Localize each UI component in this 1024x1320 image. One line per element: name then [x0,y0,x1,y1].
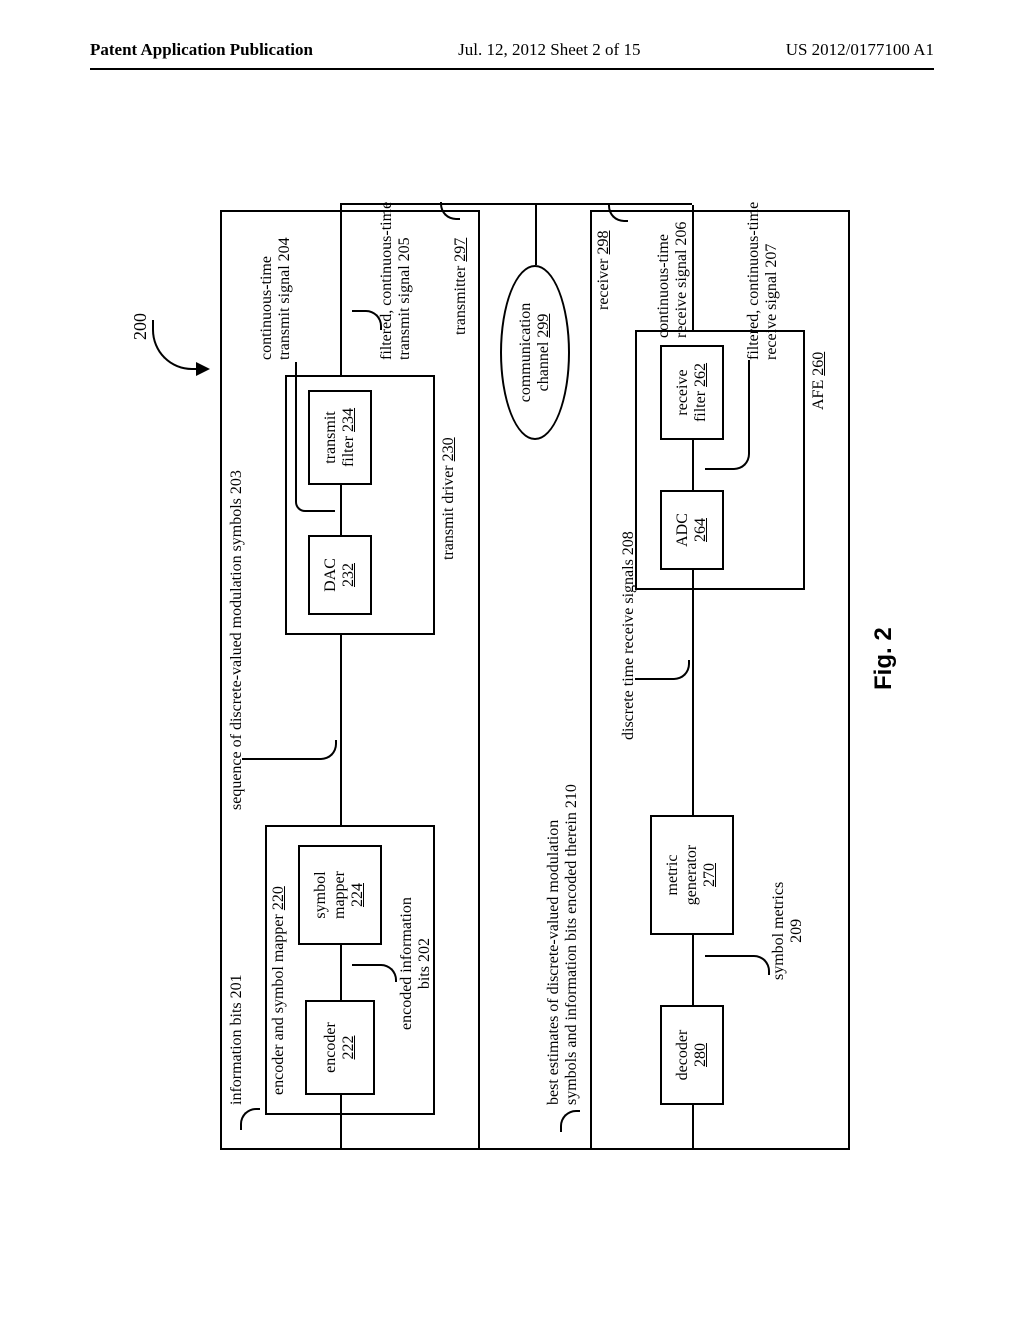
wire-tx-out [340,205,342,375]
wire-decoder-out [692,1105,694,1150]
label-filt-cont-rx: filtered, continuous-time receive signal… [745,202,782,360]
header-left: Patent Application Publication [90,40,313,60]
decoder-box: decoder280 [660,1005,724,1105]
ref-cont-tx [295,362,335,512]
wire-input-v [340,1148,600,1150]
wire-to-oval [535,205,537,265]
label-symbol-metrics: symbol metrics 209 [770,882,807,980]
label-best-estimates: best estimates of discrete-valued modula… [545,784,582,1105]
wire-metric-to-decoder [692,935,694,1005]
label-info-bits: information bits 201 [228,974,246,1105]
wire-rx-in-v [640,203,692,205]
ref-seq-symbols [242,740,337,760]
figure-caption: Fig. 2 [870,627,898,690]
encoder-box: encoder222 [305,1000,375,1095]
ref-200-arrowhead [196,362,210,376]
wire-adc-out [692,570,694,815]
channel-oval: communicationchannel 299 [500,265,570,440]
header-center: Jul. 12, 2012 Sheet 2 of 15 [458,40,640,60]
label-cont-rx: continuous-time receive signal 206 [655,222,692,338]
header-right: US 2012/0177100 A1 [786,40,934,60]
ref-200-curve [152,320,202,370]
symbol-mapper-box: symbolmapper224 [298,845,382,945]
ref-best-estimates [560,1110,580,1132]
wire-enc-to-mapper [340,945,342,1000]
wire-dac-to-filter [340,485,342,535]
wire-input [340,1095,342,1150]
label-filt-cont-tx: filtered, continuous-time transmit signa… [378,202,415,360]
metric-generator-box: metricgenerator270 [650,815,734,935]
wire-rx-in [692,205,694,330]
label-discrete-rx: discrete time receive signals 208 [620,531,638,740]
wire-filter-to-adc [692,440,694,490]
label-cont-tx: continuous-time transmit signal 204 [258,237,295,360]
ref-discrete-rx [635,660,690,680]
adc-box: ADC264 [660,490,724,570]
dac-box: DAC232 [308,535,372,615]
label-transmit-driver: transmit driver 230 [440,437,458,560]
receiver-title: receiver 298 [595,230,613,310]
header-rule [90,68,934,70]
wire-output-v [600,1148,692,1150]
ref-200: 200 [130,313,151,340]
label-encoded-bits: encoded information bits 202 [398,897,435,1030]
wire-mapper-to-dac [340,635,342,825]
ref-encoded-bits [352,964,397,982]
ref-symbol-metrics [705,955,770,975]
transmitter-title: transmitter 297 [452,238,470,335]
wire-channel [340,203,640,205]
label-afe: AFE 260 [810,352,828,410]
figure-2: 200 transmitter 297 information bits 201… [15,275,1015,1045]
label-enc-sym-mapper: encoder and symbol mapper 220 [270,886,288,1095]
ref-filt-rx [705,360,750,470]
